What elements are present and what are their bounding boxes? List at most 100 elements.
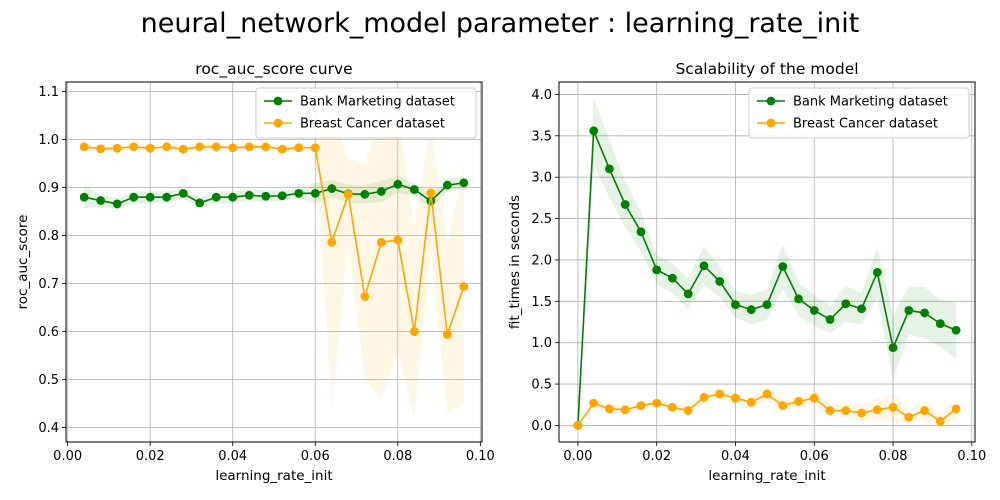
x-tick-label: 0.10: [957, 449, 986, 464]
legend-box: [255, 87, 477, 139]
x-tick-label: 0.06: [800, 449, 829, 464]
data-point: [904, 306, 914, 315]
y-tick-label: 2.0: [531, 253, 552, 268]
data-point: [228, 192, 238, 202]
data-point: [244, 142, 254, 152]
data-point: [778, 401, 788, 410]
data-point: [426, 196, 436, 206]
data-point: [731, 300, 740, 310]
data-point: [112, 143, 122, 153]
confidence-band-0: [577, 98, 957, 426]
data-point: [310, 188, 320, 198]
data-point: [294, 188, 304, 198]
data-point: [746, 397, 756, 407]
data-point: [652, 265, 662, 275]
data-point: [442, 180, 452, 190]
y-tick-label: 1.5: [531, 295, 552, 310]
data-point: [343, 189, 353, 199]
data-point: [920, 406, 929, 415]
legend-marker-1: [766, 118, 776, 128]
legend: Bank Marketing dataset Breast Cancer data…: [748, 87, 970, 139]
legend-box: [748, 87, 970, 139]
legend-marker-0: [273, 96, 283, 106]
y-tick-label: 0.5: [38, 373, 59, 388]
y-tick-label: 4.0: [531, 88, 552, 103]
data-point: [393, 179, 403, 189]
data-point: [683, 406, 693, 415]
x-tick-label: 0.02: [642, 449, 671, 464]
axes-frame: [558, 81, 976, 443]
data-point: [211, 192, 221, 202]
data-point: [261, 142, 271, 152]
data-point: [636, 227, 646, 237]
data-point: [195, 198, 205, 208]
data-point: [951, 404, 961, 414]
data-point: [872, 267, 882, 277]
data-point: [857, 408, 866, 418]
confidence-band-0: [84, 175, 464, 210]
data-point: [825, 406, 835, 415]
data-point: [277, 191, 287, 201]
data-point: [162, 142, 172, 152]
data-point: [376, 187, 386, 196]
data-point: [683, 289, 693, 299]
data-point: [162, 192, 172, 202]
data-point: [376, 237, 386, 247]
y-tick-label: 0.8: [38, 229, 59, 244]
data-point: [409, 327, 419, 336]
data-point: [620, 405, 630, 415]
data-point: [935, 416, 945, 426]
figure-suptitle: neural_network_model parameter : learnin…: [141, 8, 860, 39]
data-point: [668, 402, 677, 412]
axes-frame: [65, 81, 483, 443]
x-tick-label: 0.04: [218, 449, 247, 464]
y-axis-label: roc_auc_score: [15, 215, 31, 310]
data-point: [79, 142, 89, 152]
data-point: [825, 315, 835, 324]
x-tick-label: 0.00: [53, 449, 82, 464]
data-point: [459, 282, 469, 291]
data-point: [360, 292, 370, 301]
data-point: [96, 144, 106, 154]
data-point: [794, 397, 803, 406]
data-point: [459, 178, 469, 188]
y-tick-label: 3.0: [531, 171, 552, 186]
data-point: [145, 143, 155, 153]
data-point: [794, 294, 803, 304]
y-tick-label: 1.1: [38, 85, 59, 100]
confidence-band-1: [84, 110, 464, 419]
data-point: [178, 144, 188, 154]
y-tick-label: 0.7: [38, 277, 59, 292]
data-point: [393, 235, 403, 245]
data-point: [762, 300, 772, 310]
y-tick-label: 0.5: [531, 378, 552, 393]
data-point: [699, 392, 709, 402]
x-tick-label: 0.10: [466, 449, 495, 464]
data-point: [96, 196, 106, 205]
data-point: [668, 273, 677, 283]
data-point: [605, 404, 614, 414]
data-point: [589, 398, 599, 408]
data-point: [715, 277, 725, 286]
data-point: [129, 142, 139, 152]
data-point: [79, 192, 89, 202]
data-point: [746, 305, 756, 314]
legend-label-0: Bank Marketing dataset: [300, 95, 455, 110]
data-point: [809, 306, 819, 315]
y-tick-label: 0.0: [531, 419, 552, 434]
data-point: [327, 184, 337, 193]
data-point: [652, 398, 662, 408]
confidence-band-1: [577, 387, 957, 428]
x-tick-label: 0.06: [301, 449, 330, 464]
chart-roc-auc: 0.00 0.02 0.04 0.06 0.08 0.10 0.4 0.5 0.6 0.7 0.8 0…: [15, 60, 495, 484]
data-point: [888, 343, 898, 353]
legend-marker-1: [273, 118, 283, 128]
data-point: [426, 188, 436, 198]
data-point: [778, 262, 788, 271]
x-tick-label: 0.08: [879, 449, 908, 464]
legend-marker-0: [766, 96, 776, 106]
x-tick-label: 0.02: [136, 449, 165, 464]
y-tick-label: 0.4: [38, 421, 59, 436]
data-point: [951, 325, 961, 335]
legend-label-0: Bank Marketing dataset: [793, 95, 948, 110]
